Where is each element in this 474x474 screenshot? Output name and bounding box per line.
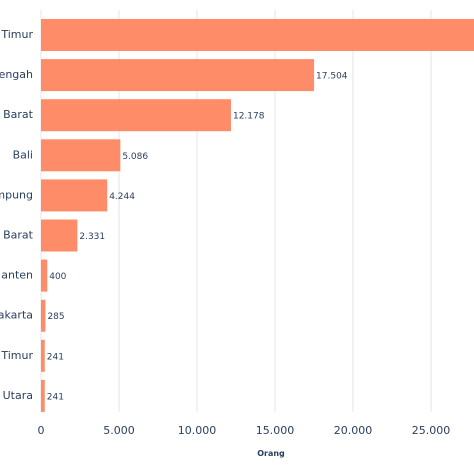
category-label: engah: [0, 68, 33, 81]
x-tick-label: 5.000: [103, 424, 135, 437]
category-label: Utara: [3, 389, 33, 402]
category-label: Timur: [0, 28, 33, 41]
value-label: 4.244: [109, 192, 135, 202]
x-tick-label: 20.000: [334, 424, 373, 437]
category-label: Timur: [0, 349, 33, 362]
x-axis-ticks: 0 5.000 10.000 15.000 20.000 25.000: [38, 424, 451, 437]
value-label: 241: [47, 392, 64, 402]
bar: [41, 139, 121, 172]
value-label: 2.331: [79, 232, 105, 242]
bar: [41, 339, 45, 372]
bar: [41, 19, 474, 51]
value-label: 12.178: [233, 112, 265, 122]
bar: [41, 59, 315, 92]
category-label: anten: [1, 269, 33, 282]
value-label: 285: [47, 312, 64, 322]
bar: [41, 99, 231, 132]
category-label: Bali: [13, 148, 33, 161]
x-tick-label: 15.000: [256, 424, 295, 437]
bar: [41, 179, 108, 212]
value-label: 17.504: [316, 72, 348, 82]
x-tick-label: 0: [38, 424, 45, 437]
value-label: 400: [49, 272, 66, 282]
x-tick-label: 25.000: [412, 424, 451, 437]
x-axis-title: Orang: [257, 449, 285, 458]
x-tick-label: 10.000: [178, 424, 217, 437]
bar: [41, 379, 45, 412]
bar: [41, 219, 78, 252]
value-label: 5.086: [122, 152, 148, 162]
category-label: akarta: [0, 309, 33, 322]
bar: [41, 299, 46, 332]
bars: [41, 19, 474, 412]
category-label: mpung: [0, 188, 33, 201]
value-label: 241: [47, 352, 64, 362]
bar: [41, 259, 48, 292]
category-label: Barat: [3, 229, 34, 242]
category-label: Barat: [3, 108, 34, 121]
bar-labels: Timur engah 17.504 Barat 12.178 Bali 5.086 mpun…: [0, 28, 348, 402]
